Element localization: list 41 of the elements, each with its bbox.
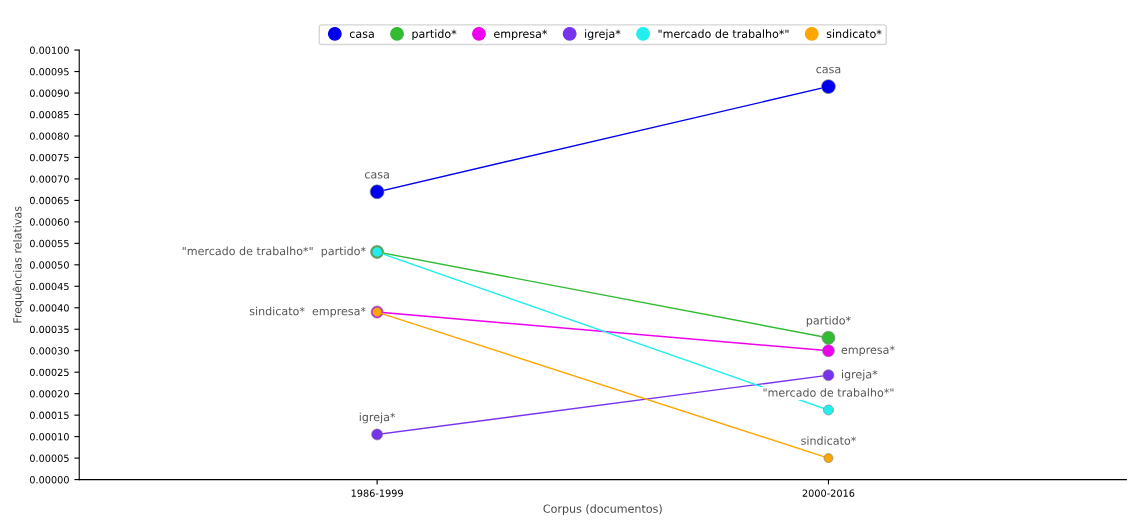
x-tick-label: 1986-1999 bbox=[351, 489, 403, 497]
y-tick-label: 0.00030 bbox=[29, 347, 69, 355]
legend-label: partido* bbox=[412, 29, 457, 41]
text: partido* bbox=[806, 315, 851, 327]
y-tick-label: 0.00080 bbox=[29, 132, 69, 140]
text: empresa* bbox=[841, 345, 895, 357]
legend-label: casa bbox=[349, 31, 374, 38]
y-tick-label: 0.00040 bbox=[29, 304, 69, 312]
y-tick-label: 0.00090 bbox=[29, 89, 69, 97]
y-tick-label: 0.00050 bbox=[29, 261, 69, 269]
y-tick-label: 0.00045 bbox=[29, 282, 69, 291]
y-tick-label: 0.00075 bbox=[29, 153, 69, 162]
x-axis-title: Corpus (documentos) bbox=[543, 504, 662, 516]
y-tick-label: 0.00005 bbox=[29, 454, 69, 462]
y-tick-label: 0.00000 bbox=[29, 476, 69, 484]
legend-label: empresa* bbox=[494, 29, 548, 41]
text: "mercado de trabalho*" partido* bbox=[182, 246, 366, 258]
y-tick-label: 0.00010 bbox=[29, 433, 69, 441]
y-axis-title: Frequências relativas bbox=[12, 206, 24, 323]
legend-label: "mercado de trabalho*" bbox=[658, 29, 789, 38]
text: igreja* bbox=[359, 412, 396, 424]
y-tick-label: 0.00055 bbox=[29, 239, 69, 248]
y-tick-label: 0.00100 bbox=[29, 46, 69, 54]
y-tick-label: 0.00065 bbox=[29, 196, 69, 205]
legend-label: sindicato* bbox=[826, 29, 882, 38]
text: casa bbox=[816, 66, 841, 74]
y-tick-label: 0.00070 bbox=[29, 175, 69, 183]
text: sindicato* bbox=[801, 436, 856, 445]
text: igreja* bbox=[842, 369, 878, 381]
y-tick-label: 0.00035 bbox=[29, 325, 69, 334]
text: casa bbox=[364, 172, 389, 179]
y-tick-label: 0.00020 bbox=[29, 390, 69, 398]
text: "mercado de trabalho*" bbox=[763, 388, 894, 397]
y-tick-label: 0.00095 bbox=[29, 68, 69, 76]
y-tick-label: 0.00085 bbox=[29, 110, 69, 119]
y-tick-label: 0.00025 bbox=[29, 368, 69, 377]
y-tick-label: 0.00060 bbox=[29, 218, 69, 226]
text: sindicato* empresa* bbox=[249, 306, 366, 318]
y-tick-label: 0.00015 bbox=[29, 411, 69, 419]
x-tick-label: 2000-2016 bbox=[802, 489, 855, 497]
legend-label: igreja* bbox=[585, 29, 621, 41]
